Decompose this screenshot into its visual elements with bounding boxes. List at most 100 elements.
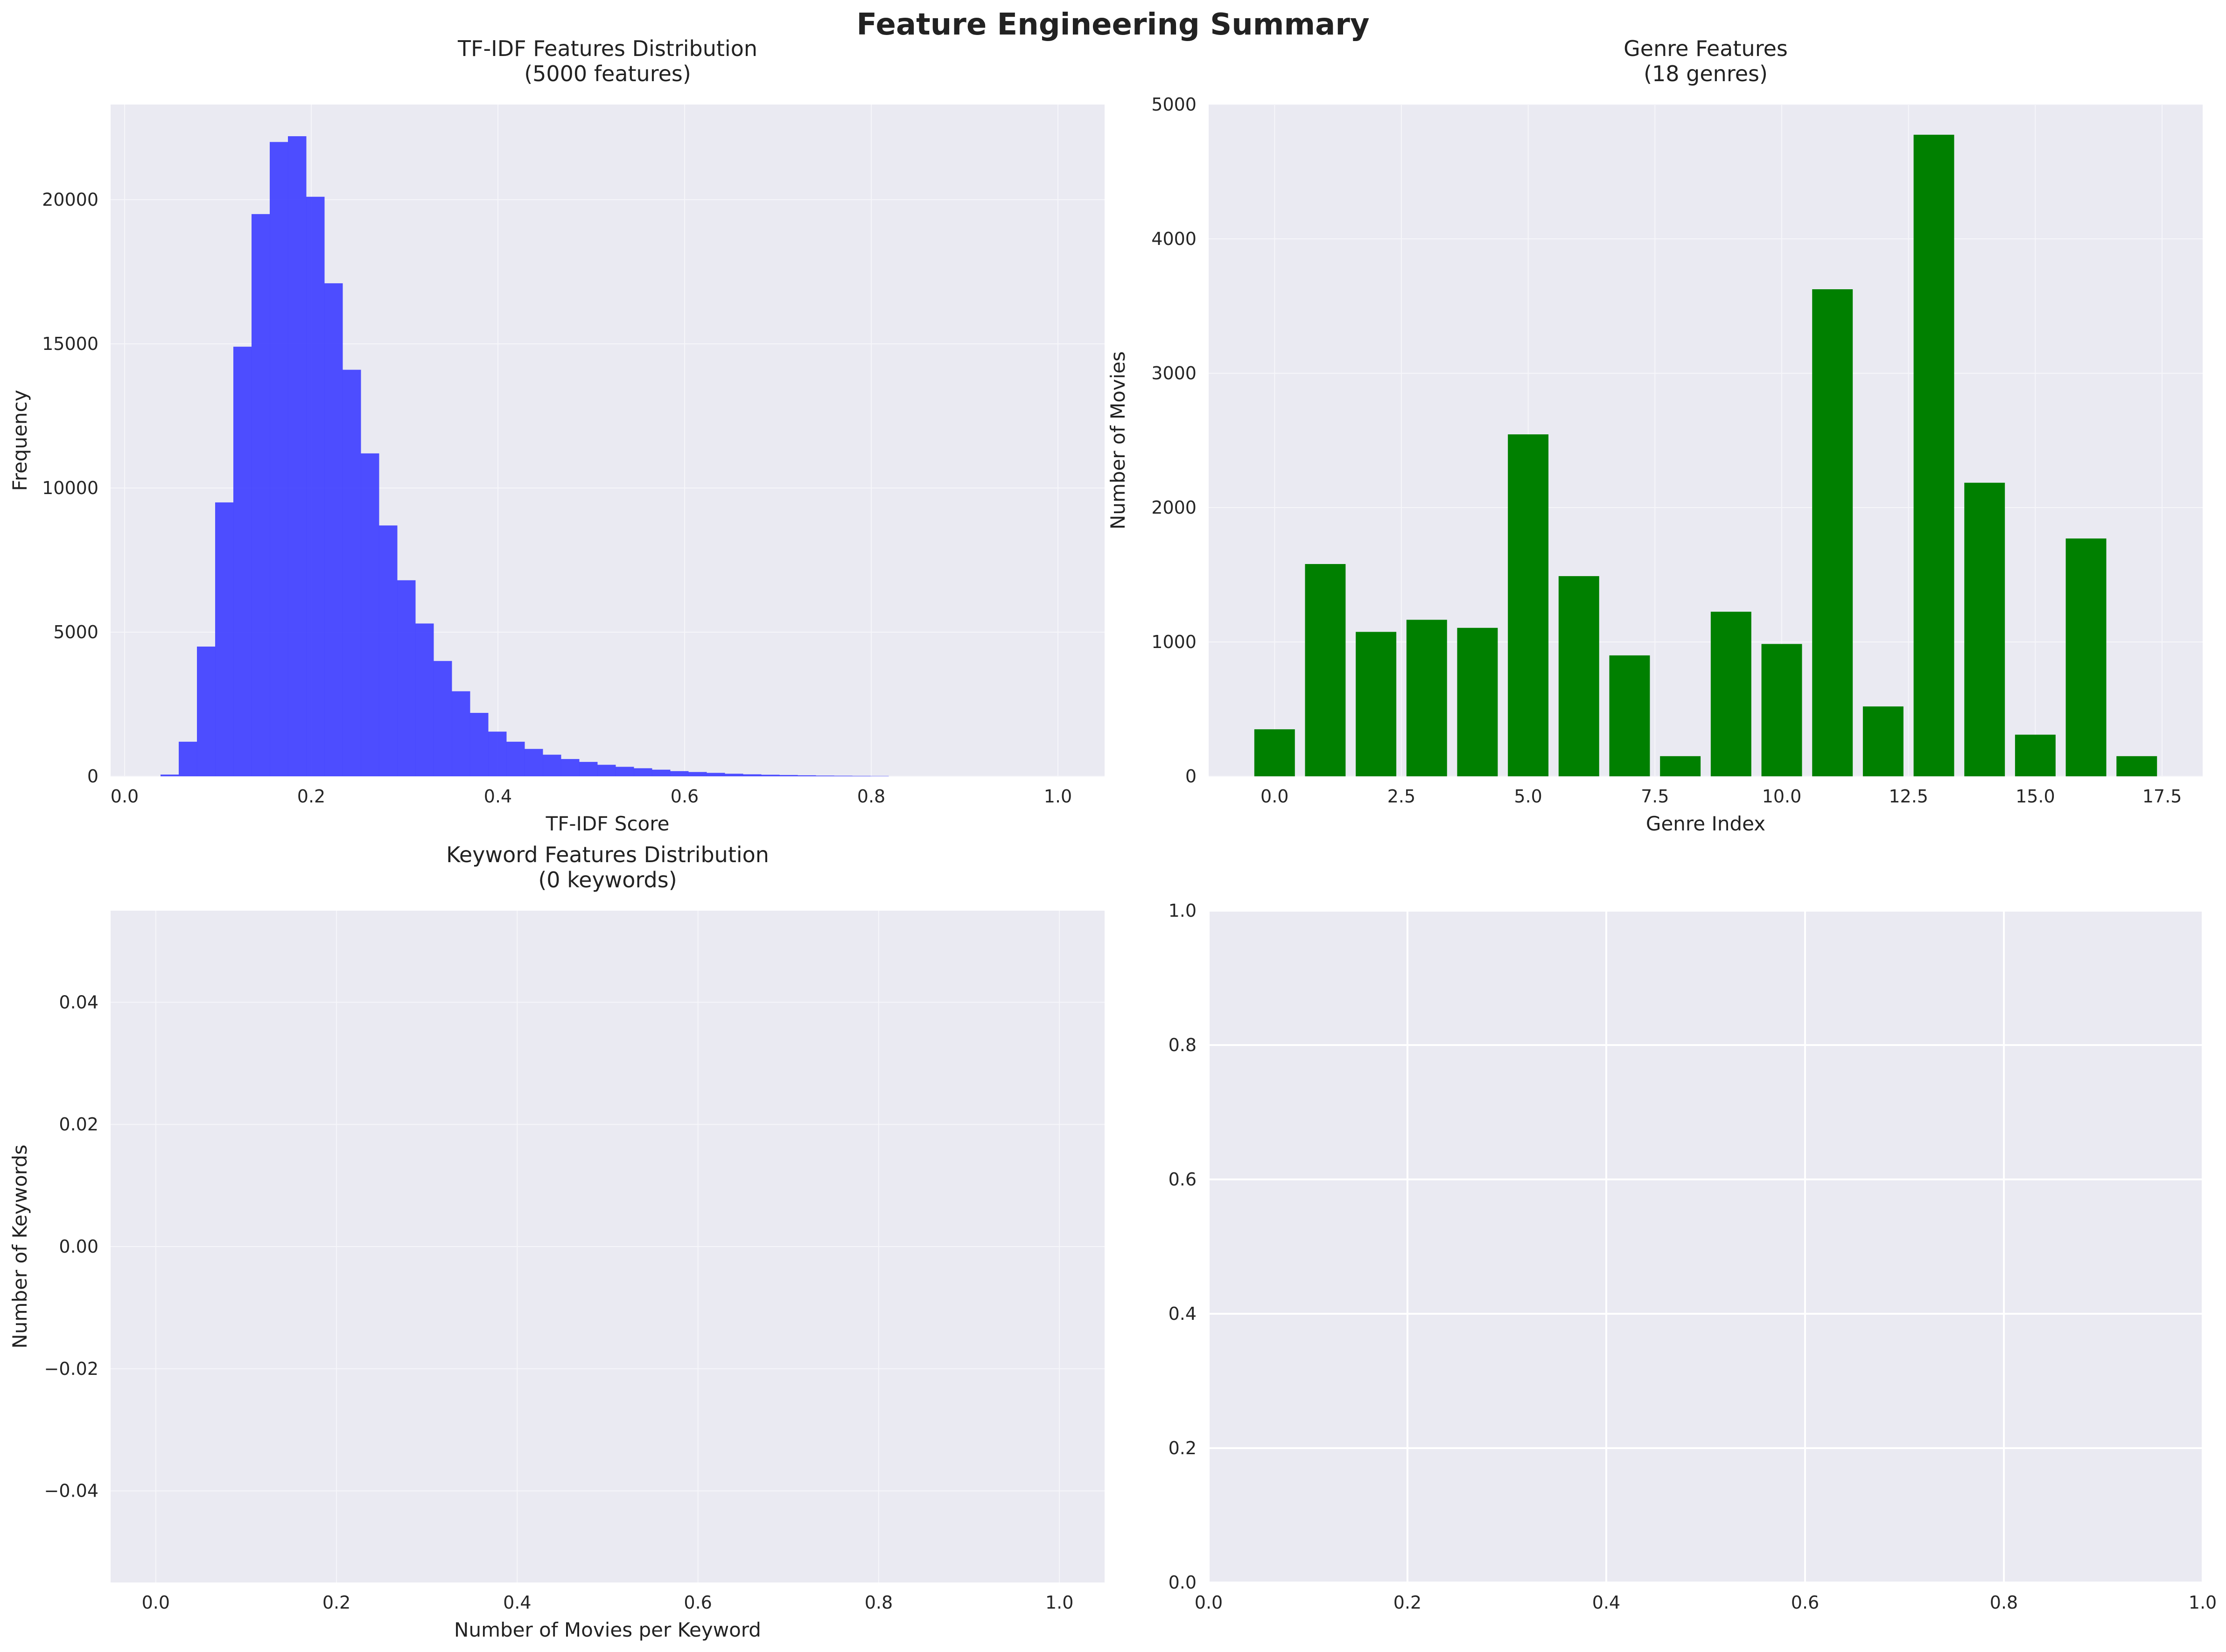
- histogram-bar: [361, 453, 379, 776]
- x-tick-label: 2.5: [1387, 786, 1415, 807]
- y-tick-label: 0: [87, 766, 98, 787]
- x-tick-label: 0.8: [857, 786, 885, 807]
- histogram-bar: [215, 502, 234, 776]
- y-tick-label: 4000: [1151, 229, 1197, 249]
- genre-bar: [1913, 134, 1954, 776]
- histogram-bar: [161, 774, 179, 776]
- histogram-bar: [470, 713, 489, 776]
- x-tick-label: 0.4: [503, 1592, 531, 1613]
- x-tick-label: 5.0: [1514, 786, 1542, 807]
- x-tick-label: 0.8: [865, 1592, 893, 1613]
- histogram-bar: [415, 623, 434, 776]
- histogram-bar: [798, 775, 816, 776]
- chart-panel-tfidf: 0.0 0.2 0.4 0.6 0.8 1.0 0 5000 10000 15000 20000 TF…: [8, 36, 1105, 835]
- histogram-bar: [506, 741, 525, 776]
- chart-title-line: (0 keywords): [538, 867, 677, 892]
- chart-title-line: TF-IDF Features Distribution: [457, 36, 757, 61]
- x-tick-label: 0.4: [1592, 1592, 1620, 1613]
- figure-suptitle: Feature Engineering Summary: [856, 7, 1369, 42]
- x-tick-label: 17.5: [2142, 786, 2182, 807]
- y-tick-label: 1000: [1151, 632, 1197, 652]
- y-tick-label: 0.04: [59, 992, 98, 1012]
- y-tick-label: 0.02: [59, 1114, 98, 1135]
- genre-bar: [2116, 756, 2157, 776]
- x-tick-label: 0.2: [1393, 1592, 1421, 1613]
- histogram-bar: [725, 774, 743, 776]
- x-tick-label: 0.4: [484, 786, 512, 807]
- y-tick-label: 2000: [1151, 497, 1197, 518]
- x-tick-label: 1.0: [2189, 1592, 2217, 1613]
- y-axis-label: Number of Movies: [1106, 351, 1129, 530]
- genre-bar: [1761, 644, 1802, 776]
- histogram-bar: [761, 774, 780, 776]
- x-tick-label: 0.6: [684, 1592, 712, 1613]
- histogram-bar: [561, 759, 580, 776]
- histogram-bar: [452, 691, 470, 776]
- histogram-bar: [543, 754, 561, 776]
- histogram-bar: [197, 646, 216, 776]
- genre-bar: [1862, 706, 1904, 776]
- chart-title-line: Keyword Features Distribution: [446, 842, 769, 867]
- x-tick-label: 1.0: [1044, 786, 1072, 807]
- histogram-bar: [579, 762, 598, 776]
- histogram-bar: [634, 768, 652, 776]
- genre-bar: [1457, 627, 1498, 776]
- x-tick-label: 0.0: [111, 786, 139, 807]
- chart-panel-keyword: 0.0 0.2 0.4 0.6 0.8 1.0 −0.04 −0.02 0.00 0.02 0.04…: [8, 842, 1105, 1641]
- histogram-bar: [324, 283, 343, 776]
- histogram-bar: [652, 769, 671, 776]
- y-tick-label: 15000: [42, 334, 98, 354]
- plot-background: [1209, 911, 2203, 1582]
- x-tick-label: 0.6: [671, 786, 699, 807]
- genre-bar: [1305, 564, 1346, 776]
- histogram-bar: [688, 772, 707, 776]
- genre-bar: [1356, 632, 1397, 776]
- y-tick-label: 0.0: [1169, 1572, 1197, 1593]
- histogram-bar: [252, 214, 270, 776]
- genre-bar: [1406, 620, 1447, 776]
- y-tick-label: 0.2: [1169, 1438, 1197, 1458]
- histogram-bar: [270, 142, 288, 776]
- histogram-bar: [743, 774, 762, 776]
- histogram-bar: [707, 773, 725, 776]
- chart-title-line: (5000 features): [524, 61, 691, 86]
- y-tick-label: 0.8: [1169, 1035, 1197, 1055]
- histogram-bar: [288, 136, 307, 777]
- histogram-bar: [525, 749, 543, 776]
- genre-bar: [1609, 655, 1650, 776]
- x-tick-label: 0.0: [1195, 1592, 1223, 1613]
- histogram-bar: [616, 767, 634, 776]
- y-tick-label: 1.0: [1169, 900, 1197, 921]
- chart-panel-empty: 0.0 0.2 0.4 0.6 0.8 1.0 0.0 0.2 0.4 0.6 0.8 1.0: [1169, 900, 2217, 1613]
- y-tick-label: 3000: [1151, 363, 1197, 383]
- genre-bar: [1558, 576, 1599, 776]
- y-axis-label: Frequency: [8, 390, 31, 491]
- y-axis-label: Number of Keywords: [8, 1144, 31, 1348]
- genre-bar: [1812, 289, 1853, 776]
- chart-title-line: (18 genres): [1644, 61, 1768, 86]
- x-axis-label: Number of Movies per Keyword: [454, 1618, 761, 1641]
- histogram-bar: [434, 661, 452, 776]
- y-tick-label: 5000: [53, 622, 98, 642]
- x-tick-label: 0.0: [142, 1592, 170, 1613]
- x-tick-label: 0.2: [322, 1592, 350, 1613]
- y-tick-label: 0.00: [59, 1236, 98, 1257]
- y-tick-label: 0: [1185, 766, 1197, 787]
- x-axis-label: Genre Index: [1646, 812, 1765, 835]
- genre-bar: [1508, 434, 1549, 776]
- genre-bar: [1964, 482, 2005, 776]
- histogram-bar: [306, 196, 325, 776]
- y-tick-label: 0.6: [1169, 1169, 1197, 1190]
- y-tick-label: 0.4: [1169, 1303, 1197, 1324]
- histogram-bar: [179, 741, 197, 776]
- x-tick-label: 0.8: [1990, 1592, 2018, 1613]
- genre-bar: [1660, 756, 1701, 776]
- y-tick-label: 5000: [1151, 94, 1197, 115]
- genre-bar: [2015, 734, 2056, 776]
- y-tick-label: −0.04: [44, 1481, 98, 1501]
- chart-title-line: Genre Features: [1624, 36, 1788, 61]
- y-tick-label: −0.02: [44, 1359, 98, 1379]
- histogram-bar: [670, 771, 689, 776]
- x-tick-label: 1.0: [1045, 1592, 1073, 1613]
